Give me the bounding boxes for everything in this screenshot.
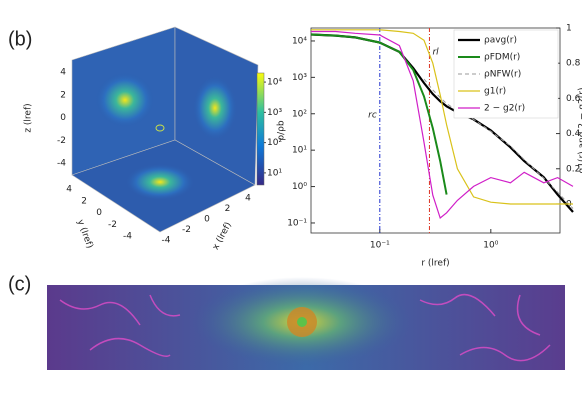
y-tick-label: 4 xyxy=(66,185,72,195)
y-tick-label: 10³ xyxy=(292,73,307,83)
z-tick-label: -4 xyxy=(57,159,66,169)
y2-tick-label: 0.8 xyxy=(566,59,581,69)
reference-label: rc xyxy=(368,111,377,121)
x-axis-label: x (lref) xyxy=(211,221,234,252)
reference-label: rl xyxy=(432,48,439,58)
y-tick-label: 10⁴ xyxy=(292,36,307,46)
y-tick-label: -2 xyxy=(108,220,117,230)
colorbar-tick-label: 10³ xyxy=(267,108,282,118)
y-tick-label: 2 xyxy=(81,196,87,206)
legend-label: 2 − g2(r) xyxy=(484,104,525,114)
x-tick-label: -2 xyxy=(182,225,191,235)
y-tick-label: -4 xyxy=(123,232,132,242)
x-tick-label: 4 xyxy=(245,194,251,204)
x-tick-label: 0 xyxy=(204,215,210,225)
y-axis-label: y (lref) xyxy=(75,218,95,250)
y-tick-label: 10⁰ xyxy=(292,182,307,192)
z-tick-label: 0 xyxy=(60,113,66,123)
y-axis-label: ρ/ρb xyxy=(277,120,287,140)
x-tick-label: -4 xyxy=(162,236,171,246)
x-axis-label: r (lref) xyxy=(421,259,449,269)
colorbar-tick-label: 10⁴ xyxy=(267,78,282,88)
x-tick-label: 10⁻¹ xyxy=(370,241,390,251)
y2-axis-label: g1(r) and 2 − g2(r) xyxy=(578,88,582,174)
x-tick-label: 10⁰ xyxy=(483,241,498,251)
legend-label: g1(r) xyxy=(484,87,506,97)
legend-label: ρavg(r) xyxy=(484,36,517,46)
y-tick-label: 10⁻¹ xyxy=(287,218,307,228)
legend-label: ρNFW(r) xyxy=(484,70,521,80)
panel-label: (b) xyxy=(8,28,32,50)
y2-tick-label: 1 xyxy=(566,24,572,34)
y-tick-label: 10¹ xyxy=(292,146,307,156)
z-tick-label: 4 xyxy=(60,68,66,78)
cube xyxy=(72,27,264,232)
series-line xyxy=(311,35,447,195)
x-tick-label: 2 xyxy=(225,204,231,214)
y-tick-label: 0 xyxy=(96,208,102,218)
simulation-image xyxy=(47,277,565,370)
z-axis-label: z (lref) xyxy=(24,103,34,132)
colorbar-tick-label: 10¹ xyxy=(267,168,282,178)
y-tick-label: 10² xyxy=(292,109,307,119)
z-tick-label: 2 xyxy=(60,90,66,100)
panel-label: (c) xyxy=(8,273,31,295)
z-tick-label: -2 xyxy=(57,136,66,146)
legend-label: ρFDM(r) xyxy=(484,53,520,63)
